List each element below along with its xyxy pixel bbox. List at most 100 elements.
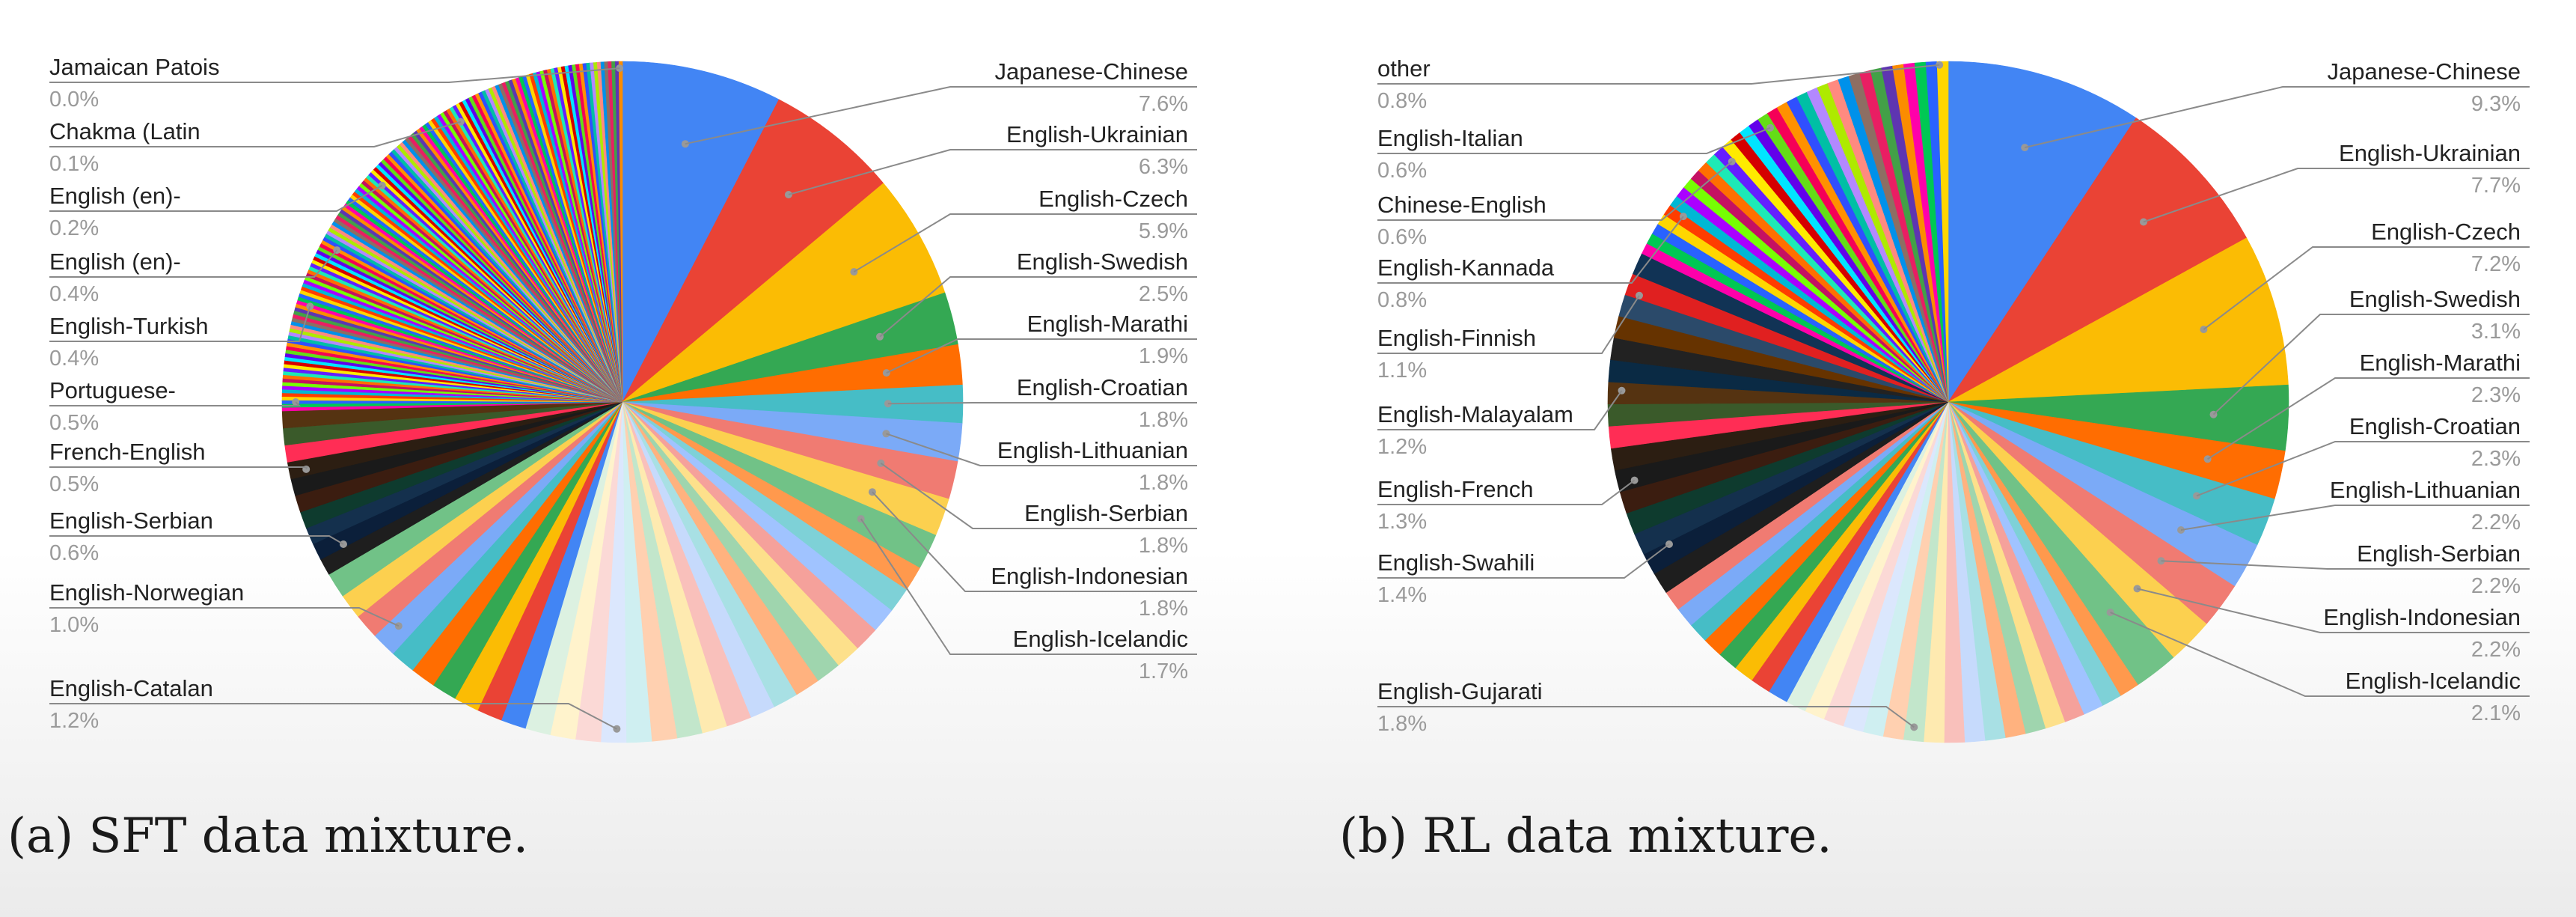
leader-line [2196, 441, 2530, 497]
pie-slice [622, 61, 780, 403]
slice-label: English-Icelandic [2346, 668, 2521, 694]
slice-percent: 1.0% [49, 613, 99, 637]
leader-line [49, 249, 338, 278]
slice-percent: 7.2% [2471, 252, 2521, 276]
slice-label: Portuguese- [49, 377, 176, 403]
leader-line [2143, 168, 2530, 223]
slice-label: English-Indonesian [991, 563, 1188, 589]
slice-percent: 0.6% [1377, 159, 1427, 183]
slice-percent: 1.8% [1377, 712, 1427, 736]
leader-line [1377, 479, 1636, 505]
slice-label: English-Marathi [2360, 350, 2521, 376]
slice-percent: 0.1% [49, 152, 99, 176]
slice-label: English-Norwegian [49, 579, 244, 606]
slice-label: English-Kannada [1377, 255, 1555, 281]
slice-percent: 1.9% [1139, 344, 1188, 368]
slice-label: English-Croatian [2349, 413, 2521, 439]
slice-label: Japanese-Chinese [2327, 58, 2521, 85]
slice-label: English-Czech [1038, 186, 1188, 212]
slice-percent: 1.8% [1139, 408, 1188, 432]
slice-label: English-Swedish [1017, 249, 1188, 275]
slice-percent: 1.8% [1139, 597, 1188, 621]
sft-pie-chart: Japanese-Chinese 7.6% English-Ukrainian 6.3… [49, 54, 1197, 743]
slice-percent: 0.4% [49, 347, 99, 371]
pie-slice [1948, 118, 2248, 403]
slice-percent: 0.0% [49, 88, 99, 112]
slice-label: Jamaican Patois [49, 54, 219, 80]
slice-label: English-Malayalam [1377, 401, 1573, 427]
slice-percent: 0.5% [49, 411, 99, 435]
slice-percent: 7.7% [2471, 174, 2521, 198]
slice-percent: 0.6% [49, 541, 99, 565]
pie-slice [618, 61, 623, 403]
leader-line [1377, 706, 1915, 728]
leader-line [49, 184, 383, 212]
leader-line [49, 466, 308, 470]
leader-line [886, 338, 1197, 374]
slice-label: French-English [49, 439, 205, 465]
slice-percent: 1.2% [49, 709, 99, 733]
pie-slices [1607, 61, 2289, 743]
slice-label: English-Czech [2371, 219, 2521, 245]
slice-label: English-Icelandic [1013, 626, 1188, 652]
pie-slice [1948, 237, 2289, 403]
sft-chart-panel: Japanese-Chinese 7.6% English-Ukrainian 6.3… [7, 54, 1197, 864]
sft-caption: (a) SFT data mixture. [7, 808, 529, 864]
slice-percent: 0.2% [49, 216, 99, 240]
pie-slice [1936, 61, 1949, 403]
slice-label: English-Finnish [1377, 325, 1536, 351]
leader-line [1377, 216, 1684, 284]
leader-line [1377, 64, 1940, 85]
leader-line [685, 86, 1197, 145]
slice-percent: 1.2% [1377, 435, 1427, 459]
pie-slices [281, 61, 964, 743]
slice-label: English-Gujarati [1377, 678, 1543, 704]
slice-percent: 1.7% [1139, 659, 1188, 683]
slice-label: English-Swedish [2349, 286, 2521, 312]
slice-label: English-Lithuanian [997, 437, 1188, 463]
slice-label: Chakma (Latin [49, 118, 201, 144]
slice-label: English-Italian [1377, 125, 1523, 151]
slice-percent: 2.5% [1139, 282, 1188, 306]
left-labels: other 0.8% English-Italian 0.6% Chinese-Engl… [1377, 55, 1944, 736]
slice-label: English-Serbian [49, 508, 213, 534]
slice-percent: 2.2% [2471, 511, 2521, 534]
rl-pie-chart: Japanese-Chinese 9.3% English-Ukrainian 7.7… [1377, 55, 2530, 743]
leader-line [2137, 588, 2530, 633]
slice-percent: 0.8% [1377, 288, 1427, 312]
leader-line [49, 121, 462, 147]
leader-line [853, 213, 1197, 272]
leader-line [879, 276, 1197, 338]
leader-line [872, 491, 1197, 592]
slice-percent: 3.1% [2471, 320, 2521, 344]
rl-chart-panel: Japanese-Chinese 9.3% English-Ukrainian 7.7… [1288, 0, 2576, 917]
slice-label: Japanese-Chinese [994, 58, 1188, 85]
slice-label: other [1377, 55, 1431, 82]
leader-line [788, 149, 1197, 195]
leader-line [49, 535, 344, 545]
slice-label: English (en)- [49, 183, 181, 209]
leader-line [2024, 86, 2530, 149]
right-labels: Japanese-Chinese 7.6% English-Ukrainian 6.3… [681, 58, 1197, 683]
pie-slice [1948, 61, 2137, 403]
leader-dot [1766, 124, 1775, 132]
slice-label: English-Ukrainian [2339, 140, 2521, 166]
slice-percent: 6.3% [1139, 155, 1188, 179]
leader-line [1377, 390, 1623, 430]
slice-percent: 9.3% [2471, 92, 2521, 116]
slice-percent: 0.4% [49, 282, 99, 306]
slice-percent: 5.9% [1139, 219, 1188, 243]
leader-line [49, 607, 400, 627]
leader-dot [2021, 144, 2029, 152]
slice-label: English-French [1377, 476, 1533, 502]
leader-line [2207, 377, 2530, 460]
rl-caption: (b) RL data mixture. [1339, 808, 1832, 864]
leader-line [1377, 161, 1733, 221]
slice-label: English-Swahili [1377, 549, 1535, 576]
slice-percent: 7.6% [1139, 92, 1188, 116]
slice-percent: 1.8% [1139, 534, 1188, 558]
leader-line [49, 401, 302, 406]
slice-label: English-Indonesian [2323, 604, 2521, 630]
leader-line [49, 703, 617, 730]
leader-line [49, 67, 620, 83]
